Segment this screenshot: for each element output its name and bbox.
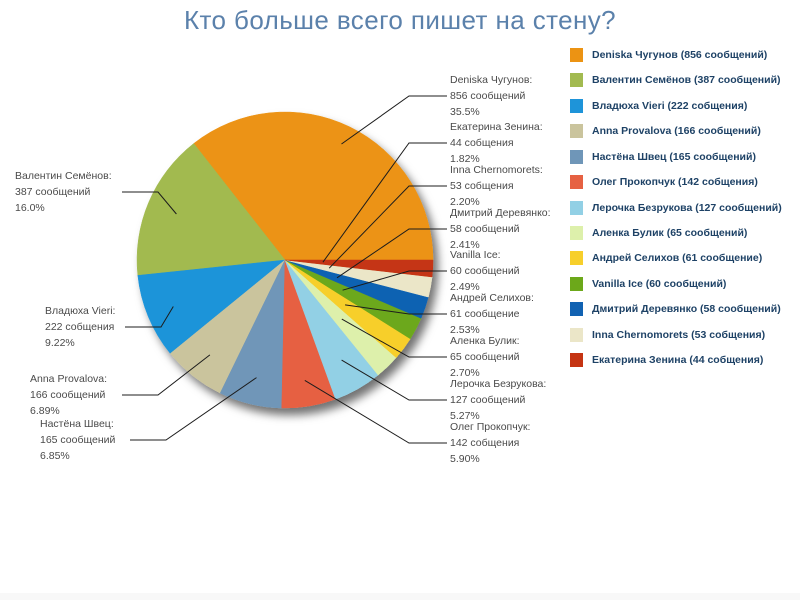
callout-name: Валентин Семёнов: — [15, 170, 112, 182]
chart-title: Кто больше всего пишет на стену? — [184, 5, 616, 35]
callout-line — [125, 306, 174, 328]
callout-line — [342, 270, 447, 291]
callout-name: Дмитрий Деревянко: — [450, 207, 551, 219]
callout-percent: 9.22% — [45, 337, 75, 349]
callout-count: 387 сообщений — [15, 186, 91, 198]
callout-percent: 6.89% — [30, 405, 60, 417]
callout-line — [336, 228, 447, 279]
callout-count: 165 сообщений — [40, 434, 116, 446]
slice-callout-label: Владюха Vieri: 222 собщения 9.22% — [45, 303, 115, 351]
callout-name: Лерочка Безрукова: — [450, 378, 547, 390]
slice-callout-label: Vanilla Ice: 60 сообщений 2.49% — [450, 247, 520, 295]
callout-name: Vanilla Ice: — [450, 249, 501, 261]
slice-callout-label: Андрей Селихов: 61 сообщение 2.53% — [450, 290, 534, 338]
callout-count: 166 сообщений — [30, 389, 106, 401]
callout-line — [130, 377, 257, 441]
callout-count: 58 сообщений — [450, 223, 520, 235]
pie-slice — [137, 259, 286, 354]
callout-line — [341, 318, 447, 358]
slice-callout-label: Anna Provalova: 166 сообщений 6.89% — [30, 371, 107, 419]
pie-slice — [284, 259, 434, 278]
bottom-strip — [0, 593, 800, 600]
callout-name: Владюха Vieri: — [45, 305, 116, 317]
callout-name: Андрей Селихов: — [450, 292, 534, 304]
callout-percent: 5.90% — [450, 453, 480, 465]
callout-count: 65 сообщений — [450, 351, 520, 363]
callout-percent: 5.27% — [450, 410, 480, 422]
callout-line — [341, 359, 447, 401]
callout-name: Anna Provalova: — [30, 373, 108, 385]
callout-line — [345, 304, 447, 315]
slice-callout-label: Настёна Швец: 165 сообщений 6.85% — [40, 416, 115, 464]
callout-line — [322, 142, 447, 263]
callout-percent: 2.53% — [450, 324, 480, 336]
slice-callout-label: Валентин Семёнов: 387 сообщений 16.0% — [15, 168, 112, 216]
callout-line — [328, 185, 447, 269]
callout-count: 60 сообщений — [450, 265, 520, 277]
callout-name: Настёна Швец: — [40, 418, 114, 430]
callout-name: Екатерина Зенина: — [450, 121, 543, 133]
callout-name: Олег Прокопчук: — [450, 421, 531, 433]
callout-line — [304, 379, 447, 444]
slice-callout-label: Екатерина Зенина: 44 собщения 1.82% — [450, 119, 543, 167]
callout-line — [341, 95, 447, 145]
slice-callout-label: Inna Chernomorets: 53 собщения 2.20% — [450, 162, 543, 210]
callout-name: Deniska Чугунов: — [450, 74, 533, 86]
slice-callout-label: Лерочка Безрукова: 127 сообщений 5.27% — [450, 376, 546, 424]
callout-name: Аленка Булик: — [450, 335, 520, 347]
callout-name: Inna Chernomorets: — [450, 164, 543, 176]
callout-percent: 2.49% — [450, 281, 480, 293]
callout-line — [122, 191, 177, 215]
callout-count: 856 сообщений — [450, 90, 526, 102]
callout-percent: 2.41% — [450, 239, 480, 251]
pie-slice — [136, 143, 286, 276]
callout-count: 53 собщения — [450, 180, 514, 192]
callout-count: 127 сообщений — [450, 394, 526, 406]
callout-count: 61 сообщение — [450, 308, 520, 320]
slice-callout-label: Олег Прокопчук: 142 собщения 5.90% — [450, 419, 530, 467]
slice-callout-label: Аленка Булик: 65 сообщений 2.70% — [450, 333, 520, 381]
slice-callout-label: Deniska Чугунов: 856 сообщений 35.5% — [450, 72, 532, 120]
callout-percent: 1.82% — [450, 153, 480, 165]
callout-count: 142 собщения — [450, 437, 520, 449]
callout-percent: 35.5% — [450, 106, 480, 118]
callout-count: 44 собщения — [450, 137, 514, 149]
callout-percent: 16.0% — [15, 202, 45, 214]
callout-percent: 2.20% — [450, 196, 480, 208]
callout-count: 222 собщения — [45, 321, 115, 333]
callout-percent: 2.70% — [450, 367, 480, 379]
callout-percent: 6.85% — [40, 450, 70, 462]
slice-callout-label: Дмитрий Деревянко: 58 сообщений 2.41% — [450, 205, 551, 253]
callout-line — [122, 354, 211, 396]
